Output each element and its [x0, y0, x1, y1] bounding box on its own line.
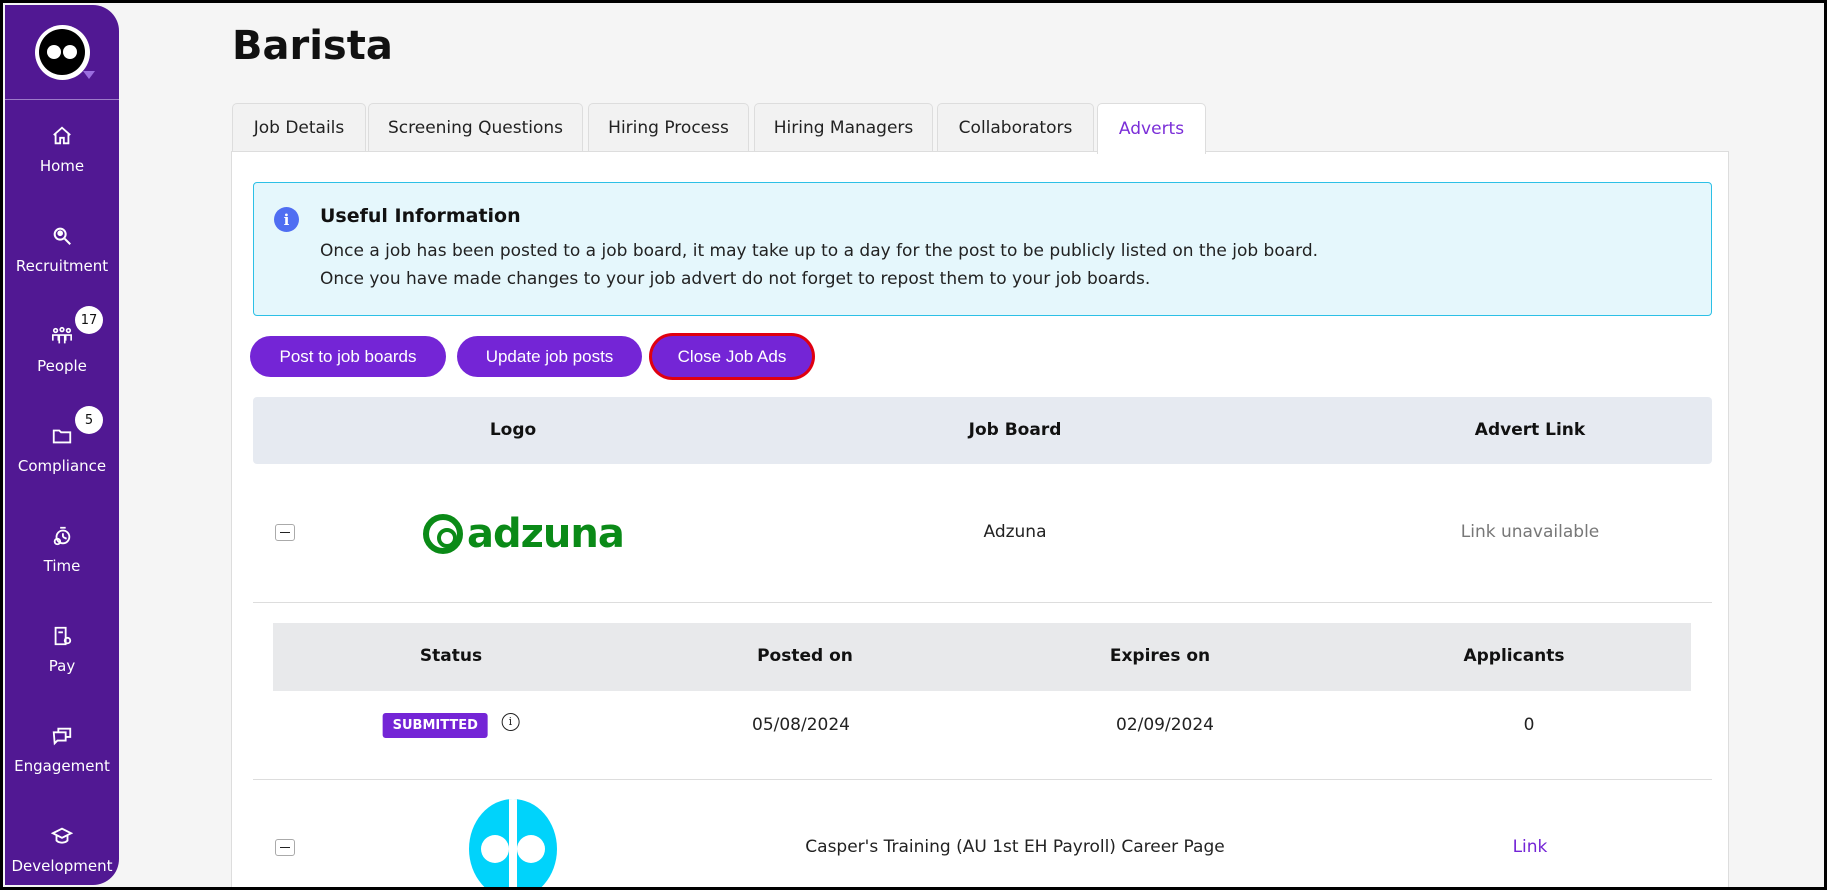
tab-job-details[interactable]: Job Details — [232, 103, 366, 152]
info-alert: i Useful Information Once a job has been… — [253, 182, 1712, 316]
sidebar-item-label: People — [37, 357, 87, 375]
logo-icon — [34, 24, 90, 80]
adzuna-logo: adzuna — [423, 511, 625, 557]
column-header: Logo — [489, 420, 537, 440]
sidebar-item-engagement[interactable]: Engagement — [5, 700, 119, 800]
casper-logo — [469, 799, 557, 887]
tab-hiring-process[interactable]: Hiring Process — [588, 103, 749, 152]
home-icon — [53, 126, 71, 145]
notification-badge: 17 — [75, 306, 103, 334]
column-header: Posted on — [757, 646, 853, 666]
tab-screening-questions[interactable]: Screening Questions — [368, 103, 583, 152]
chat-icon — [52, 727, 72, 746]
sidebar-item-label: Time — [43, 557, 81, 575]
update-job-posts-button[interactable]: Update job posts — [457, 336, 642, 377]
sidebar-item-label: Pay — [48, 657, 76, 675]
sidebar-item-home[interactable]: Home — [5, 100, 119, 200]
sidebar-item-recruitment[interactable]: Recruitment — [5, 200, 119, 300]
tab-adverts[interactable]: Adverts — [1097, 103, 1206, 154]
page-title: Barista — [232, 23, 393, 69]
job-boards-table-header: Logo Job Board Advert Link — [253, 397, 1712, 464]
applicants-value: 0 — [1523, 715, 1535, 735]
advert-link-status: Link unavailable — [1460, 522, 1600, 542]
sidebar: Home Recruitment 17 People 5 Compliance … — [5, 5, 119, 885]
posted-on-value: 05/08/2024 — [752, 715, 850, 735]
sidebar-item-pay[interactable]: Pay — [5, 600, 119, 700]
people-icon — [52, 326, 72, 344]
sidebar-item-label: Home — [39, 157, 85, 175]
sidebar-item-label: Compliance — [17, 457, 107, 475]
tab-collaborators[interactable]: Collaborators — [937, 103, 1094, 152]
stopwatch-icon — [53, 526, 71, 546]
job-board-name: Adzuna — [983, 522, 1047, 542]
graduation-cap-icon — [51, 827, 73, 844]
column-header: Job Board — [968, 420, 1062, 440]
info-icon: i — [274, 207, 299, 232]
column-header: Status — [419, 646, 483, 666]
info-text: Once a job has been posted to a job boar… — [320, 241, 1319, 261]
sidebar-item-label: Engagement — [14, 757, 110, 775]
tab-hiring-managers[interactable]: Hiring Managers — [754, 103, 933, 152]
company-logo-button[interactable] — [5, 5, 119, 100]
info-text: Once you have made changes to your job a… — [320, 269, 1151, 289]
status-badge: SUBMITTED — [382, 713, 488, 738]
info-circle-icon[interactable]: i — [501, 713, 520, 731]
notification-badge: 5 — [75, 406, 103, 434]
column-header: Advert Link — [1474, 420, 1586, 440]
sidebar-item-label: Recruitment — [15, 257, 109, 275]
divider — [253, 779, 1712, 780]
folder-icon — [52, 429, 72, 444]
sidebar-item-time[interactable]: Time — [5, 500, 119, 600]
sidebar-item-people[interactable]: 17 People — [5, 300, 119, 400]
collapse-button[interactable] — [275, 524, 295, 541]
expires-on-value: 02/09/2024 — [1116, 715, 1214, 735]
posting-details-header: Status Posted on Expires on Applicants — [273, 623, 1691, 691]
sidebar-item-label: Development — [11, 857, 113, 875]
job-board-name: Casper's Training (AU 1st EH Payroll) Ca… — [805, 837, 1225, 857]
payslip-icon — [54, 626, 72, 646]
table-row: Casper's Training (AU 1st EH Payroll) Ca… — [253, 779, 1712, 887]
close-job-ads-button[interactable]: Close Job Ads — [652, 336, 812, 377]
collapse-button[interactable] — [275, 839, 295, 856]
app-window: Home Recruitment 17 People 5 Compliance … — [3, 3, 1824, 887]
caret-down-icon — [83, 71, 95, 79]
status-cell: SUBMITTED i — [382, 713, 520, 738]
divider — [253, 602, 1712, 603]
sidebar-item-development[interactable]: Development — [5, 800, 119, 887]
advert-link[interactable]: Link — [1512, 837, 1548, 857]
post-to-job-boards-button[interactable]: Post to job boards — [250, 336, 446, 377]
sidebar-item-compliance[interactable]: 5 Compliance — [5, 400, 119, 500]
column-header: Applicants — [1463, 646, 1565, 666]
info-heading: Useful Information — [320, 205, 521, 227]
search-user-icon — [53, 227, 71, 245]
column-header: Expires on — [1109, 646, 1211, 666]
